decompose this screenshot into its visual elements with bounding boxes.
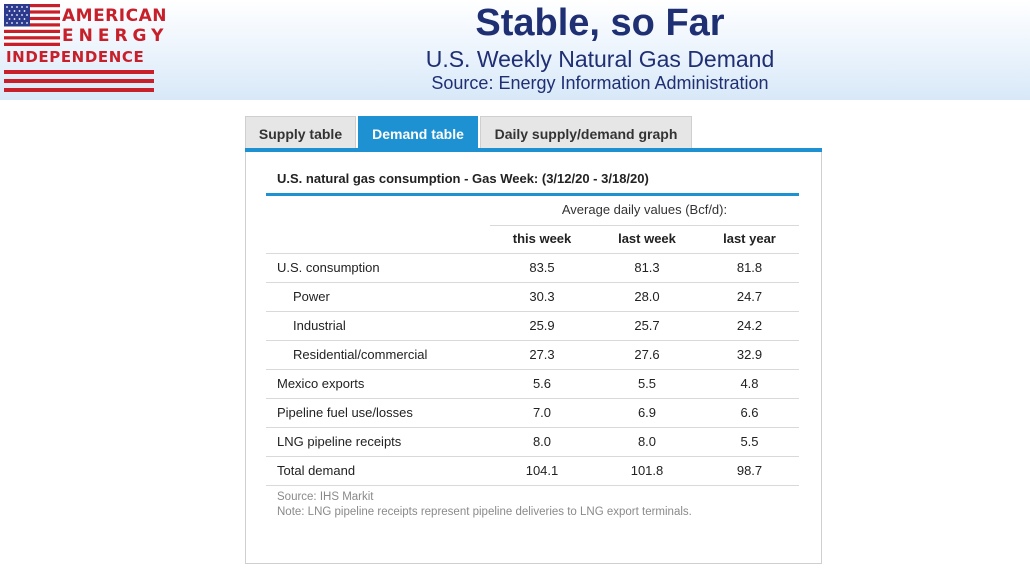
row-label: Pipeline fuel use/losses	[277, 405, 413, 420]
row-value: 25.9	[529, 318, 555, 333]
table-row: Pipeline fuel use/losses 7.0 6.9 6.6	[266, 399, 799, 428]
row-value: 6.6	[740, 405, 759, 420]
slide-subtitle: U.S. Weekly Natural Gas Demand	[425, 46, 775, 72]
demand-table-widget: Supply table Demand table Daily supply/d…	[243, 114, 823, 566]
row-value: 24.2	[736, 318, 763, 333]
table-row: U.S. consumption 83.5 81.3 81.8	[266, 254, 799, 283]
row-value: 81.8	[736, 260, 763, 275]
row-value: 6.9	[637, 405, 657, 420]
table-row: Industrial 25.9 25.7 24.2	[266, 312, 799, 341]
row-label: Total demand	[277, 463, 356, 478]
tab-demand-table[interactable]: Demand table	[358, 116, 478, 150]
logo-stripes	[4, 70, 154, 92]
row-value: 81.3	[634, 260, 660, 275]
row-value: 4.8	[740, 376, 759, 391]
row-value: 32.9	[736, 347, 763, 362]
header-banner	[0, 0, 1030, 100]
footnote: Note: LNG pipeline receipts represent pi…	[277, 506, 692, 518]
row-value: 5.5	[740, 434, 759, 449]
row-value: 98.7	[736, 463, 763, 478]
consumption-table: Average daily values (Bcf/d): this week …	[266, 196, 799, 486]
table-panel: U.S. natural gas consumption - Gas Week:…	[245, 152, 822, 564]
units-caption-row: Average daily values (Bcf/d):	[266, 196, 799, 226]
slide-source: Source: Energy Information Administratio…	[431, 73, 769, 93]
table-row: Residential/commercial 27.3 27.6 32.9	[266, 341, 799, 370]
tab-underline	[245, 148, 822, 152]
column-header-this-week: this week	[512, 231, 572, 246]
row-value: 25.7	[634, 318, 660, 333]
row-value: 104.1	[525, 463, 559, 478]
row-value: 24.7	[736, 289, 763, 304]
table-row: Total demand 104.1 101.8 98.7	[266, 457, 799, 486]
table-body: U.S. consumption 83.5 81.3 81.8 Power 30.3 28.…	[266, 254, 799, 486]
row-label: LNG pipeline receipts	[277, 434, 402, 449]
column-header-row: this week last week last year	[266, 225, 799, 254]
logo-text-independence: INDEPENDENCE	[6, 48, 145, 66]
column-header-last-year: last year	[723, 231, 776, 246]
source-note: Source: IHS Markit	[277, 491, 374, 503]
table-row: LNG pipeline receipts 8.0 8.0 5.5	[266, 428, 799, 457]
tab-supply-table[interactable]: Supply table	[245, 116, 356, 150]
row-value: 83.5	[529, 260, 555, 275]
slide-title: Stable, so Far	[475, 2, 725, 44]
row-value: 7.0	[532, 405, 552, 420]
tab-daily-supply-demand-graph[interactable]: Daily supply/demand graph	[480, 116, 692, 150]
table-row: Power 30.3 28.0 24.7	[266, 283, 799, 312]
us-flag-icon	[4, 4, 60, 46]
american-energy-independence-logo: AMERICAN ENERGY INDEPENDENCE	[4, 4, 166, 96]
units-caption: Average daily values (Bcf/d):	[561, 202, 728, 217]
column-header-last-week: last week	[618, 231, 676, 246]
row-value: 5.5	[637, 376, 657, 391]
row-value: 30.3	[529, 289, 555, 304]
table-heading: U.S. natural gas consumption - Gas Week:…	[277, 171, 649, 186]
logo-text-american: AMERICAN	[62, 6, 167, 26]
table-notes: Source: IHS Markit Note: LNG pipeline re…	[277, 490, 692, 520]
row-label: Mexico exports	[277, 376, 365, 391]
row-value: 8.0	[532, 434, 552, 449]
row-value: 28.0	[634, 289, 660, 304]
table-row: Mexico exports 5.6 5.5 4.8	[266, 370, 799, 399]
row-value: 101.8	[630, 463, 664, 478]
row-value: 8.0	[637, 434, 657, 449]
row-label: U.S. consumption	[277, 260, 380, 275]
logo-text-energy: ENERGY	[62, 26, 169, 46]
row-value: 5.6	[532, 376, 552, 391]
heading-rule	[266, 193, 799, 196]
row-label: Residential/commercial	[293, 347, 428, 362]
row-label: Industrial	[293, 318, 346, 333]
row-value: 27.3	[529, 347, 555, 362]
row-label: Power	[293, 289, 330, 304]
row-value: 27.6	[634, 347, 660, 362]
